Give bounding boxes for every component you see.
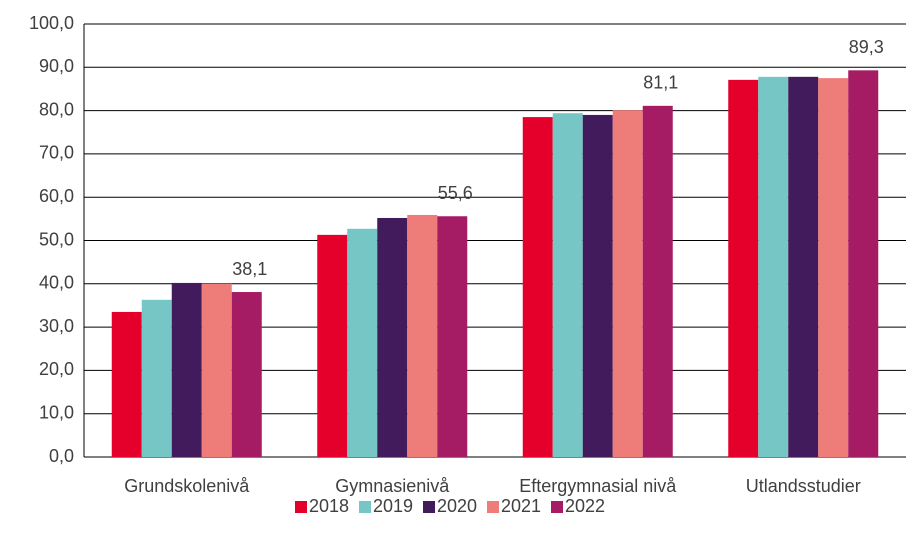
bar: [347, 228, 378, 457]
bar: [612, 110, 643, 458]
y-tick-label: 60,0: [39, 186, 74, 206]
bar: [317, 234, 348, 457]
data-label: 81,1: [643, 73, 678, 93]
y-tick-label: 80,0: [39, 99, 74, 119]
y-tick-label: 70,0: [39, 143, 74, 163]
bar: [231, 292, 262, 457]
x-tick-label: Grundskolenivå: [124, 476, 250, 496]
legend-label: 2018: [309, 496, 349, 516]
legend-label: 2021: [501, 496, 541, 516]
bar: [171, 282, 202, 457]
x-tick-label: Utlandsstudier: [746, 476, 861, 496]
legend-label: 2019: [373, 496, 413, 516]
y-tick-label: 20,0: [39, 359, 74, 379]
legend-swatch: [487, 501, 499, 513]
bar: [848, 70, 879, 458]
bar: [141, 299, 172, 457]
bar: [201, 283, 232, 457]
x-tick-label: Gymnasienivå: [335, 476, 450, 496]
bar: [582, 114, 613, 458]
y-tick-label: 90,0: [39, 56, 74, 76]
y-tick-label: 0,0: [49, 446, 74, 466]
bar: [437, 216, 468, 457]
bar: [642, 105, 673, 457]
legend-label: 2020: [437, 496, 477, 516]
legend-swatch: [551, 501, 563, 513]
legend-swatch: [423, 501, 435, 513]
y-tick-label: 50,0: [39, 229, 74, 249]
y-tick-label: 40,0: [39, 273, 74, 293]
bar: [111, 311, 142, 457]
bar: [377, 217, 408, 457]
bar: [758, 76, 789, 458]
y-tick-label: 100,0: [29, 13, 74, 33]
legend-swatch: [359, 501, 371, 513]
legend-label: 2022: [565, 496, 605, 516]
y-tick-label: 30,0: [39, 316, 74, 336]
y-tick-label: 10,0: [39, 402, 74, 422]
bar: [522, 117, 553, 457]
bar: [818, 78, 849, 457]
legend-swatch: [295, 501, 307, 513]
data-label: 38,1: [232, 259, 267, 279]
bar: [788, 76, 819, 458]
bar: [407, 214, 438, 457]
x-tick-label: Eftergymnasial nivå: [519, 476, 677, 496]
bar: [552, 113, 583, 457]
bar: [728, 79, 759, 458]
data-label: 89,3: [849, 37, 884, 57]
data-label: 55,6: [438, 183, 473, 203]
